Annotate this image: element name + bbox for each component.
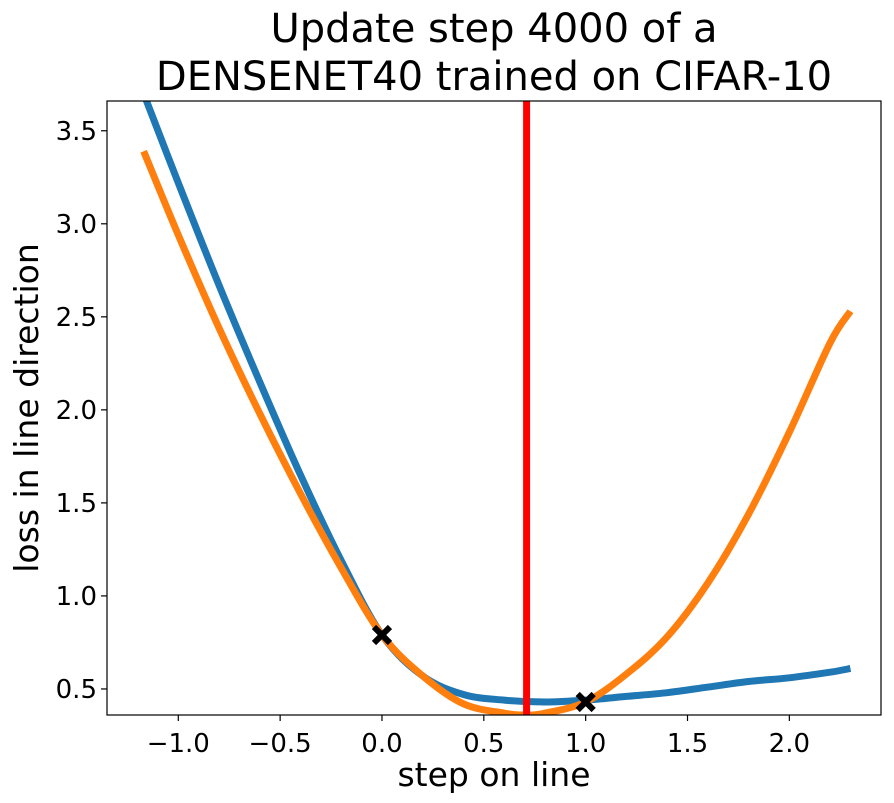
series-line-1 — [142, 101, 852, 706]
y-tick-label: 1.0 — [56, 582, 97, 612]
x-tick-label: 1.0 — [565, 729, 606, 759]
x-tick-label: 2.0 — [769, 729, 810, 759]
plot-frame — [106, 100, 882, 716]
x-marker-2 — [575, 691, 596, 713]
y-axis-label: loss in line direction — [7, 243, 46, 572]
marker-layer — [371, 624, 596, 713]
x-ticks: −1.0 −0.5 0.0 0.5 1.0 1.5 2.0 — [147, 715, 810, 759]
y-ticks: 0.5 1.0 1.5 2.0 2.5 3.0 3.5 — [56, 117, 107, 705]
x-tick-label: −1.0 — [147, 729, 210, 759]
chart-title-line-2: DENSENET40 trained on CIFAR-10 — [156, 54, 832, 100]
series-line-2 — [140, 149, 854, 715]
x-tick-label: 0.5 — [463, 729, 504, 759]
chart-title-line-1: Update step 4000 of a — [270, 6, 717, 52]
x-axis-label: step on line — [397, 755, 590, 794]
x-tick-label: 1.5 — [667, 729, 708, 759]
y-tick-label: 3.0 — [56, 210, 97, 240]
y-tick-label: 0.5 — [56, 675, 97, 705]
chart-title: Update step 4000 of a DENSENET40 trained… — [156, 6, 832, 100]
x-marker-1 — [371, 624, 393, 646]
y-tick-label: 2.0 — [56, 396, 97, 426]
x-tick-label: −0.5 — [249, 729, 312, 759]
y-tick-label: 2.5 — [56, 303, 97, 333]
plot-data-layer — [140, 101, 854, 715]
x-tick-label: 0.0 — [361, 729, 402, 759]
y-tick-label: 1.5 — [56, 489, 97, 519]
y-tick-label: 3.5 — [56, 117, 97, 147]
